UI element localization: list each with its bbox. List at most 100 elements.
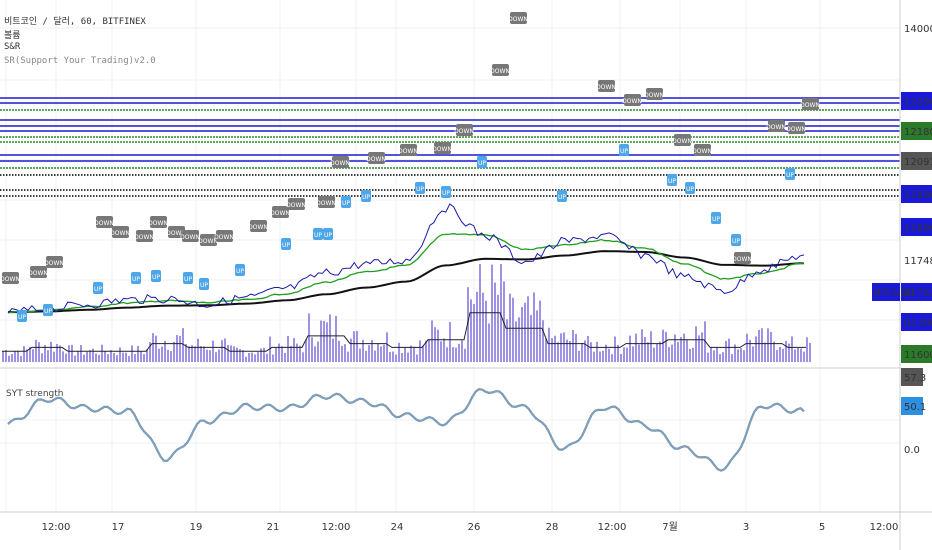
volume-bar xyxy=(689,348,691,362)
up-signal xyxy=(731,234,741,246)
volume-bar xyxy=(608,348,610,362)
volume-bar xyxy=(722,352,724,362)
volume-bar xyxy=(35,339,37,362)
volume-bar xyxy=(311,337,313,362)
volume-bar xyxy=(416,354,418,362)
volume-bar xyxy=(362,339,364,362)
down-signal-label: DOWN xyxy=(248,224,268,231)
volume-bar xyxy=(368,345,370,362)
volume-bar xyxy=(233,346,235,362)
volume-bar xyxy=(263,347,265,362)
price-level-label: 12180.4 xyxy=(904,127,932,138)
volume-bar xyxy=(248,353,250,362)
volume-bar xyxy=(17,350,19,362)
volume-bar xyxy=(65,353,67,362)
volume-bar xyxy=(332,338,334,362)
volume-bar xyxy=(635,333,637,362)
down-signal-label: DOWN xyxy=(644,92,664,99)
volume-bar xyxy=(773,341,775,362)
down-signal-label: DOWN xyxy=(398,148,418,155)
volume-bar xyxy=(278,343,280,362)
volume-bar xyxy=(407,352,409,362)
volume-bar xyxy=(491,264,493,362)
time-tick-label: 5 xyxy=(819,522,825,533)
volume-bar xyxy=(374,350,376,362)
volume-bar xyxy=(455,347,457,362)
up-signal-label: UP xyxy=(416,186,424,193)
up-signal xyxy=(667,174,677,186)
volume-bar xyxy=(707,352,709,362)
volume-bar xyxy=(593,351,595,362)
volume-bar xyxy=(230,345,232,362)
volume-bar xyxy=(740,348,742,362)
volume-bar xyxy=(476,291,478,362)
volume-bar xyxy=(305,339,307,362)
time-axis[interactable]: 12:00 17 19 21 12:00 24 26 28 12:00 7월 3 5 12:00 xyxy=(42,521,899,533)
volume-bar xyxy=(107,354,109,362)
up-signal xyxy=(281,238,291,250)
volume-bar xyxy=(113,352,115,362)
volume-bar xyxy=(467,287,469,362)
oscillator-level-label: 57.3 xyxy=(904,373,926,384)
up-signal xyxy=(199,278,209,290)
price-level-label: 11600.3 xyxy=(904,350,932,361)
down-signal xyxy=(216,230,233,242)
down-signal xyxy=(694,144,711,156)
volume-bar xyxy=(155,335,157,362)
down-signal-label: DOWN xyxy=(692,148,712,155)
volume-bar xyxy=(764,342,766,362)
up-signal-label: UP xyxy=(282,242,290,249)
volume-bar xyxy=(653,347,655,362)
up-signal-label: UP xyxy=(94,286,102,293)
volume-bar xyxy=(779,346,781,362)
price-level-label: 11703.0 xyxy=(904,288,932,299)
volume-bar xyxy=(557,342,559,362)
time-tick-label: 7월 xyxy=(662,521,678,533)
up-signal xyxy=(341,196,351,208)
volume-bar xyxy=(383,344,385,362)
down-signal-label: DOWN xyxy=(366,156,386,163)
down-signal-label: DOWN xyxy=(134,234,154,241)
down-signal xyxy=(400,144,417,156)
volume-bar xyxy=(431,320,433,362)
volume-bar xyxy=(443,338,445,362)
support-resistance-levels xyxy=(0,97,900,197)
down-signal xyxy=(674,134,691,146)
volume-bar xyxy=(563,332,565,362)
oscillator-level-box xyxy=(901,368,923,386)
up-signal xyxy=(323,228,333,240)
down-signal xyxy=(30,266,47,278)
down-signal xyxy=(272,206,289,218)
volume-bar xyxy=(344,344,346,362)
volume-bar xyxy=(503,281,505,362)
volume-bar xyxy=(236,347,238,362)
volume-bar xyxy=(83,354,85,362)
volume-bar xyxy=(245,356,247,362)
time-tick-label: 12:00 xyxy=(598,522,627,533)
volume-bar xyxy=(452,347,454,362)
price-level-label: 11806.4 xyxy=(904,223,932,234)
volume-bar xyxy=(158,348,160,362)
down-signal xyxy=(768,120,785,132)
volume-bar xyxy=(380,346,382,362)
volume-bar xyxy=(44,345,46,362)
volume-bar xyxy=(131,345,133,362)
volume-bar xyxy=(152,333,154,362)
volume-bar xyxy=(626,347,628,362)
volume-bar xyxy=(95,353,97,362)
indicator-volume-label: 볼륨 xyxy=(4,31,21,41)
up-signal xyxy=(183,272,193,284)
volume-bar xyxy=(50,341,52,362)
volume-bar xyxy=(326,322,328,362)
volume-bar xyxy=(125,352,127,362)
up-signal-label: UP xyxy=(786,172,794,179)
up-signal-label: UP xyxy=(732,238,740,245)
volume-bar xyxy=(14,351,16,362)
volume-bar xyxy=(143,354,145,362)
down-signal-label: DOWN xyxy=(508,16,528,23)
price-level-label: 01:09 xyxy=(904,318,932,329)
up-signal-label: UP xyxy=(18,314,26,321)
volume-bar xyxy=(302,352,304,362)
time-tick-label: 12:00 xyxy=(870,522,899,533)
